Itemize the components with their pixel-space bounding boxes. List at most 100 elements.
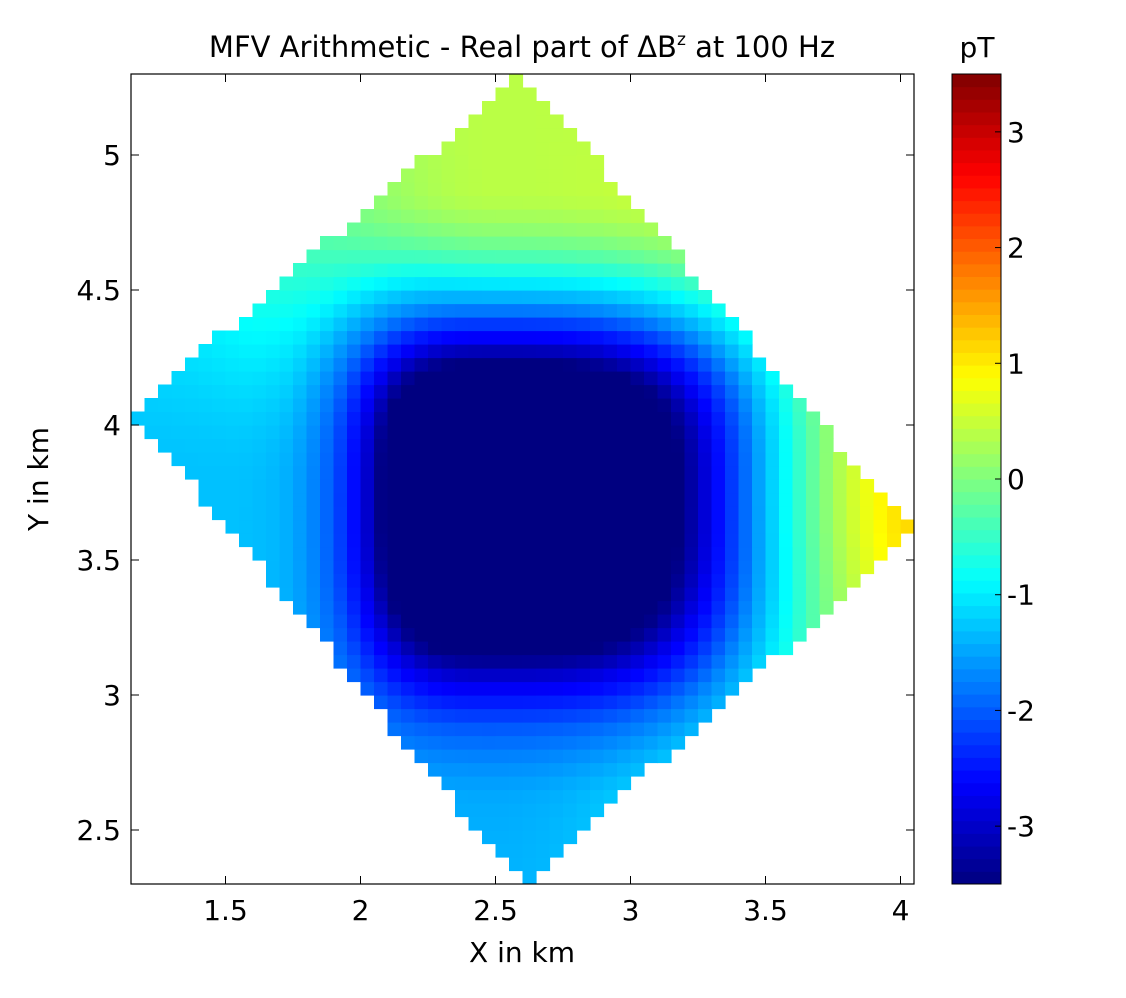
heatmap-cell <box>549 627 564 642</box>
heatmap-cell <box>495 222 510 237</box>
heatmap-cell <box>387 182 402 197</box>
heatmap-cell <box>603 398 618 413</box>
heatmap-cell <box>603 357 618 372</box>
heatmap-cell <box>549 114 564 129</box>
heatmap-cell <box>279 560 294 575</box>
heatmap-cell <box>374 317 389 332</box>
heatmap-cell <box>185 411 200 426</box>
heatmap-cell <box>644 641 659 656</box>
heatmap-cell <box>752 492 767 507</box>
colorbar-tick-label: -1 <box>1007 579 1035 612</box>
heatmap-cell <box>387 357 402 372</box>
heatmap-cell <box>887 533 902 548</box>
heatmap-cell <box>414 222 429 237</box>
heatmap-cell <box>549 681 564 696</box>
heatmap-cell <box>495 681 510 696</box>
heatmap-cell <box>644 249 659 264</box>
heatmap-cell <box>630 209 645 224</box>
heatmap-cell <box>657 519 672 534</box>
heatmap-cell <box>833 587 848 602</box>
heatmap-cell <box>522 411 537 426</box>
heatmap-cell <box>333 249 348 264</box>
heatmap-cell <box>806 600 821 615</box>
colorbar-band <box>952 542 1001 556</box>
colorbar-band <box>952 99 1001 113</box>
heatmap-cell <box>725 573 740 588</box>
heatmap-cell <box>306 492 321 507</box>
heatmap-cell <box>590 222 605 237</box>
heatmap-cell <box>698 627 713 642</box>
heatmap-cell <box>441 263 456 278</box>
heatmap-cell <box>738 587 753 602</box>
heatmap-cell <box>684 384 699 399</box>
heatmap-cell <box>468 222 483 237</box>
heatmap-cell <box>441 411 456 426</box>
heatmap-cell <box>657 344 672 359</box>
heatmap-cell <box>603 425 618 440</box>
heatmap-cell <box>414 411 429 426</box>
heatmap-cell <box>482 762 497 777</box>
heatmap-cell <box>563 762 578 777</box>
heatmap-cell <box>252 519 267 534</box>
heatmap-cell <box>414 533 429 548</box>
heatmap-cell <box>360 452 375 467</box>
heatmap-cell <box>549 560 564 575</box>
heatmap-cell <box>603 317 618 332</box>
heatmap-cell <box>711 600 726 615</box>
heatmap-cell <box>441 573 456 588</box>
heatmap-cell <box>468 182 483 197</box>
heatmap-cell <box>711 506 726 521</box>
heatmap-cell <box>198 411 213 426</box>
heatmap-cell <box>590 290 605 305</box>
heatmap-cell <box>684 411 699 426</box>
heatmap-cell <box>752 479 767 494</box>
heatmap-cell <box>644 681 659 696</box>
heatmap-cell <box>617 573 632 588</box>
heatmap-cell <box>455 168 470 183</box>
heatmap-cell <box>671 452 686 467</box>
heatmap-cell <box>347 222 362 237</box>
heatmap-cell <box>171 438 186 453</box>
heatmap-cell <box>468 236 483 251</box>
heatmap-cell <box>441 749 456 764</box>
heatmap-cell <box>306 317 321 332</box>
colorbar-band <box>952 858 1001 872</box>
heatmap-cell <box>414 168 429 183</box>
heatmap-cell <box>698 519 713 534</box>
heatmap-cell <box>333 263 348 278</box>
heatmap-cell <box>468 263 483 278</box>
heatmap-cell <box>306 411 321 426</box>
heatmap-cell <box>644 452 659 467</box>
heatmap-cell <box>374 614 389 629</box>
heatmap-cell <box>428 546 443 561</box>
heatmap-cell <box>657 681 672 696</box>
heatmap-cell <box>468 587 483 602</box>
heatmap-cell <box>455 614 470 629</box>
heatmap-cell <box>549 492 564 507</box>
heatmap-cell <box>617 776 632 791</box>
heatmap-cell <box>468 303 483 318</box>
heatmap-cell <box>455 303 470 318</box>
heatmap-cell <box>617 371 632 386</box>
heatmap-cell <box>563 411 578 426</box>
heatmap-cell <box>536 519 551 534</box>
heatmap-cell <box>441 479 456 494</box>
heatmap-cell <box>671 573 686 588</box>
heatmap-cell <box>644 587 659 602</box>
heatmap-cell <box>428 465 443 480</box>
heatmap-cell <box>131 411 146 426</box>
heatmap-cell <box>522 465 537 480</box>
heatmap-cell <box>549 249 564 264</box>
colorbar-band <box>952 238 1001 252</box>
heatmap-cell <box>576 371 591 386</box>
heatmap-cell <box>306 330 321 345</box>
heatmap-cell <box>630 438 645 453</box>
heatmap-cell <box>387 519 402 534</box>
heatmap-cell <box>495 749 510 764</box>
heatmap-cell <box>765 465 780 480</box>
heatmap-cell <box>549 654 564 669</box>
heatmap-cell <box>684 330 699 345</box>
heatmap-cell <box>468 371 483 386</box>
heatmap-cell <box>590 182 605 197</box>
heatmap-cell <box>509 654 524 669</box>
